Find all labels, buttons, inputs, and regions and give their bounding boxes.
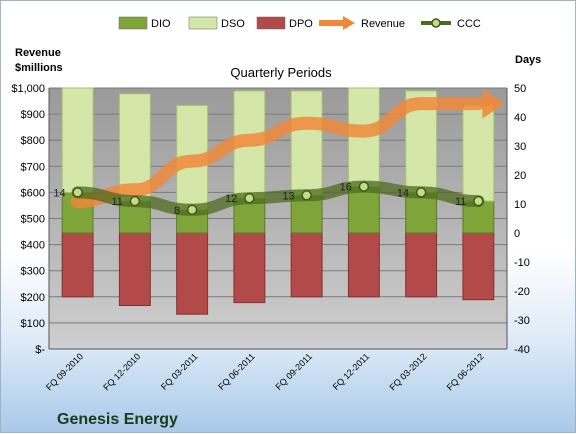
company-name: Genesis Energy: [57, 411, 178, 428]
ccc-data-label: 14: [53, 187, 65, 199]
revenue-line: [71, 97, 485, 209]
dpo-bar: [61, 232, 94, 298]
ccc-data-label: 11: [111, 196, 122, 208]
x-tick-label: FQ 09-2011: [273, 351, 314, 392]
x-tick-label: FQ 06-2011: [216, 351, 257, 392]
dpo-bar: [233, 232, 266, 304]
right-tick-label: 10: [514, 199, 526, 211]
revenue-series: [71, 88, 505, 209]
x-tick-label: FQ 03-2012: [388, 351, 429, 392]
bars: [61, 87, 495, 315]
ccc-data-label: 8: [174, 205, 180, 217]
x-tick-label: FQ 03-2011: [159, 351, 200, 392]
left-tick-label: $600: [21, 187, 45, 199]
x-tick-label: FQ 12-2011: [331, 351, 372, 392]
left-tick-label: $1,000: [11, 83, 45, 95]
ccc-data-label: 12: [225, 193, 237, 205]
dso-bar: [61, 87, 94, 193]
ccc-point: [186, 204, 198, 216]
legend: DIO DSO DPO Revenue CCC: [118, 16, 481, 30]
legend-label-dso: DSO: [221, 18, 245, 30]
left-tick-label: $300: [21, 266, 45, 278]
left-tick-label: $900: [21, 109, 45, 121]
legend-label-dpo: DPO: [289, 18, 313, 30]
dio-bar: [405, 191, 438, 234]
left-tick-label: $500: [21, 214, 45, 226]
dio-bar: [290, 194, 323, 234]
dpo-bar: [290, 232, 323, 298]
right-tick-label: -40: [514, 344, 530, 356]
dso-bar: [290, 90, 323, 196]
left-axis-label-line1: Revenue: [15, 47, 61, 59]
dpo-bar: [347, 232, 380, 298]
ccc-point: [415, 187, 427, 198]
dso-bar: [462, 104, 495, 202]
right-tick-label: 20: [514, 170, 526, 182]
legend-label-revenue: Revenue: [361, 18, 405, 30]
x-tick-label: FQ 06-2012: [445, 351, 486, 392]
ccc-data-label: 16: [340, 182, 352, 194]
ccc-data-label: 14: [397, 187, 409, 199]
ccc-point: [473, 195, 484, 207]
chart-title: Quarterly Periods: [230, 65, 332, 80]
legend-label-ccc: CCC: [457, 18, 481, 30]
left-tick-label: $700: [21, 161, 45, 173]
legend-marker-ccc: [431, 18, 441, 28]
right-tick-label: 50: [514, 83, 526, 95]
right-tick-label: 30: [514, 141, 526, 153]
right-axis-label: Days: [515, 54, 541, 66]
right-tick-label: -10: [514, 257, 530, 269]
left-tick-label: $800: [21, 135, 45, 147]
left-tick-label: $400: [21, 240, 45, 252]
left-axis-label-line2: $millions: [15, 62, 63, 74]
dio-bar: [347, 186, 380, 234]
ccc-point: [72, 187, 83, 198]
legend-swatch-dso: [188, 16, 218, 30]
left-tick-label: $100: [21, 318, 45, 330]
right-tick-label: 40: [514, 112, 526, 124]
ccc-data-label: 13: [282, 190, 294, 202]
right-tick-label: 0: [514, 228, 520, 240]
x-tick-label: FQ 09-2010: [44, 351, 85, 392]
dpo-bar: [118, 232, 151, 306]
left-tick-label: $200: [21, 292, 45, 304]
legend-arrow-revenue: [343, 16, 355, 30]
ccc-data-label: 11: [455, 196, 466, 208]
legend-label-dio: DIO: [151, 18, 171, 30]
dpo-bar: [405, 232, 438, 298]
ccc-point: [358, 181, 370, 192]
revenue-arrowhead: [482, 88, 505, 119]
dpo-bar: [176, 232, 209, 315]
legend-swatch-dio: [118, 16, 148, 30]
right-tick-label: -20: [514, 286, 530, 298]
x-tick-label: FQ 12-2010: [101, 351, 142, 392]
left-tick-label: $-: [35, 344, 45, 356]
right-tick-label: -30: [514, 315, 530, 327]
ccc-point: [301, 190, 312, 201]
ccc-point: [244, 192, 255, 204]
dpo-bar: [462, 232, 495, 301]
ccc-series: 14 11 8 12 13 16 14 11: [53, 180, 485, 217]
legend-swatch-dpo: [256, 16, 286, 30]
ccc-point: [129, 195, 141, 207]
